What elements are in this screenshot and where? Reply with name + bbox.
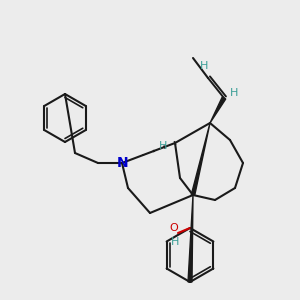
Text: O: O <box>169 223 178 233</box>
Polygon shape <box>191 123 210 195</box>
Text: H: H <box>200 61 208 71</box>
Text: H: H <box>171 237 179 247</box>
Polygon shape <box>210 97 226 123</box>
Text: N: N <box>117 156 129 170</box>
Text: H: H <box>159 141 167 151</box>
Polygon shape <box>188 195 193 282</box>
Text: H: H <box>230 88 238 98</box>
